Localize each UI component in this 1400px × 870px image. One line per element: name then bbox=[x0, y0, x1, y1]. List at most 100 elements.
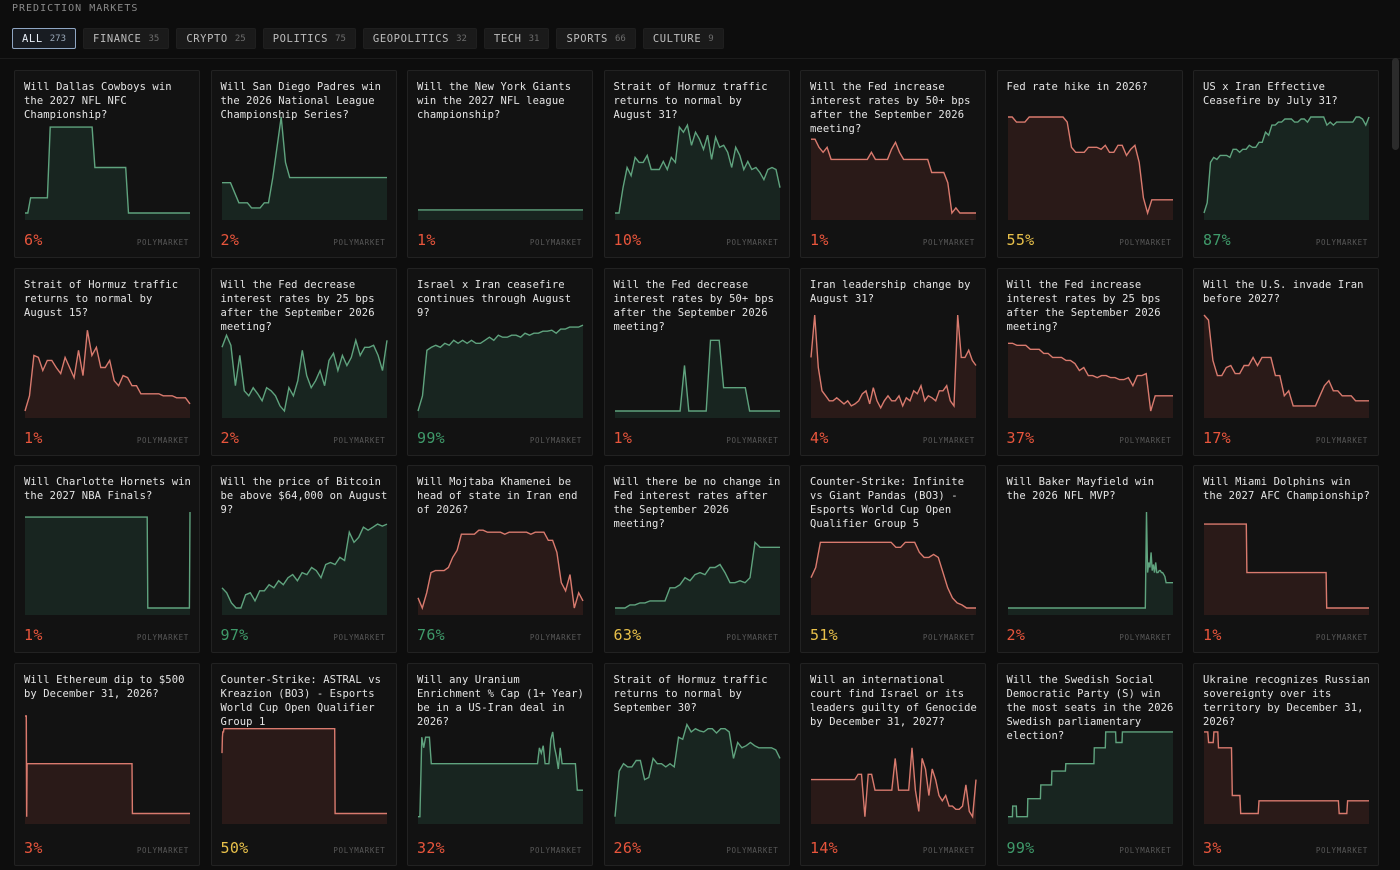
sparkline-area bbox=[811, 314, 976, 418]
market-source: POLYMARKET bbox=[1315, 238, 1368, 247]
sparkline-line bbox=[615, 542, 780, 608]
market-question: Will San Diego Padres win the 2026 Natio… bbox=[220, 81, 382, 121]
sparkline-area bbox=[1007, 512, 1173, 615]
price-sparkline bbox=[614, 313, 780, 418]
tab-count: 66 bbox=[614, 33, 626, 44]
market-probability: 1% bbox=[810, 231, 829, 249]
sparkline-area bbox=[614, 542, 780, 615]
tab-label: POLITICS bbox=[272, 32, 329, 45]
market-card[interactable]: Will the New York Giants win the 2027 NF… bbox=[407, 70, 593, 258]
sparkline-line bbox=[25, 716, 190, 817]
market-source: POLYMARKET bbox=[922, 435, 975, 445]
sparkline-area bbox=[1007, 117, 1173, 220]
sparkline-line bbox=[615, 125, 780, 213]
sparkline-line bbox=[811, 542, 976, 608]
market-probability: 3% bbox=[24, 838, 43, 857]
market-source: POLYMARKET bbox=[333, 633, 386, 642]
market-source: POLYMARKET bbox=[1315, 845, 1368, 855]
tab-count: 25 bbox=[234, 33, 246, 44]
market-card[interactable]: Will any Uranium Enrichment % Cap (1+ Ye… bbox=[407, 662, 593, 866]
market-card[interactable]: Will the Fed increase interest rates by … bbox=[800, 70, 986, 258]
market-card[interactable]: Will an international court find Israel … bbox=[800, 662, 986, 866]
market-card[interactable]: Will Dallas Cowboys win the 2027 NFL NFC… bbox=[14, 70, 200, 258]
market-card[interactable]: Will Miami Dolphins win the 2027 AFC Cha… bbox=[1193, 465, 1379, 653]
market-probability: 37% bbox=[1006, 428, 1035, 447]
market-question: Will the Fed increase interest rates by … bbox=[1006, 278, 1161, 333]
market-source: POLYMARKET bbox=[1119, 845, 1172, 855]
market-card[interactable]: Israel x Iran ceasefire continues throug… bbox=[407, 267, 593, 456]
market-card[interactable]: Will the Swedish Social Democratic Party… bbox=[996, 662, 1183, 866]
tab-count: 35 bbox=[148, 33, 160, 44]
price-sparkline bbox=[1007, 714, 1173, 824]
market-card[interactable]: Counter-Strike: ASTRAL vs Kreazion (BO3)… bbox=[210, 662, 397, 866]
tab-politics[interactable]: POLITICS 75 bbox=[262, 28, 356, 49]
sparkline-line bbox=[1204, 315, 1369, 406]
market-probability: 3% bbox=[1203, 838, 1222, 857]
sparkline-area bbox=[1007, 342, 1173, 418]
market-source: POLYMARKET bbox=[726, 238, 779, 247]
price-sparkline bbox=[811, 714, 976, 824]
market-card[interactable]: Will Charlotte Hornets win the 2027 NBA … bbox=[14, 465, 200, 653]
price-sparkline bbox=[222, 510, 387, 615]
market-card[interactable]: US x Iran Effective Ceasefire by July 31… bbox=[1193, 70, 1379, 258]
tab-finance[interactable]: FINANCE 35 bbox=[83, 28, 170, 49]
market-card[interactable]: Will Ethereum dip to $500 by December 31… bbox=[14, 662, 200, 866]
sparkline-line bbox=[1008, 731, 1173, 816]
sparkline-area bbox=[1204, 524, 1369, 615]
tab-crypto[interactable]: CRYPTO 25 bbox=[176, 28, 256, 49]
market-probability: 51% bbox=[810, 626, 838, 644]
market-card[interactable]: Counter-Strike: Infinite vs Giant Pandas… bbox=[800, 465, 986, 653]
market-probability: 2% bbox=[220, 231, 240, 249]
market-probability: 10% bbox=[613, 231, 642, 249]
sparkline-area bbox=[811, 747, 976, 824]
sparkline-area bbox=[418, 530, 583, 615]
market-card[interactable]: Will the Fed decrease interest rates by … bbox=[603, 267, 790, 456]
scrollbar[interactable] bbox=[1392, 58, 1399, 150]
market-source: POLYMARKET bbox=[922, 238, 975, 247]
market-card[interactable]: Will the U.S. invade Iran before 2027? 17… bbox=[1193, 267, 1379, 456]
sparkline-line bbox=[418, 731, 583, 816]
market-card[interactable]: Strait of Hormuz traffic returns to norm… bbox=[603, 662, 790, 866]
tab-culture[interactable]: CULTURE 9 bbox=[642, 28, 724, 49]
tab-tech[interactable]: TECH 31 bbox=[483, 28, 550, 49]
price-sparkline bbox=[25, 313, 190, 418]
market-card[interactable]: Will the Fed decrease interest rates by … bbox=[210, 267, 397, 456]
market-question: Iran leadership change by August 31? bbox=[810, 278, 971, 305]
market-card[interactable]: Will the Fed increase interest rates by … bbox=[996, 267, 1183, 456]
sparkline-area bbox=[614, 339, 780, 418]
market-card[interactable]: Strait of Hormuz traffic returns to norm… bbox=[603, 70, 790, 258]
market-question: Israel x Iran ceasefire continues throug… bbox=[417, 278, 572, 319]
market-card[interactable]: Will San Diego Padres win the 2026 Natio… bbox=[210, 70, 397, 258]
market-card[interactable]: Fed rate hike in 2026? 55% POLYMARKET bbox=[996, 70, 1183, 258]
market-probability: 26% bbox=[613, 838, 642, 857]
market-question: Strait of Hormuz traffic returns to norm… bbox=[613, 673, 768, 714]
market-question: Counter-Strike: Infinite vs Giant Pandas… bbox=[810, 476, 965, 530]
tab-geopolitics[interactable]: GEOPOLITICS 32 bbox=[362, 28, 477, 49]
market-probability: 63% bbox=[613, 626, 642, 644]
market-source: POLYMARKET bbox=[529, 238, 582, 247]
market-card[interactable]: Will the price of Bitcoin be above $64,0… bbox=[210, 465, 397, 653]
sparkline-line bbox=[418, 530, 583, 608]
market-card[interactable]: Strait of Hormuz traffic returns to norm… bbox=[14, 267, 200, 456]
category-tabs: ALL 273 FINANCE 35 CRYPTO 25 POLITICS 75 GEOPOLI… bbox=[12, 28, 724, 49]
market-probability: 4% bbox=[810, 428, 829, 447]
tab-sports[interactable]: SPORTS 66 bbox=[556, 28, 636, 49]
market-card[interactable]: Will there be no change in Fed interest … bbox=[603, 465, 790, 653]
market-source: POLYMARKET bbox=[922, 845, 975, 855]
market-question: US x Iran Effective Ceasefire by July 31… bbox=[1203, 81, 1338, 107]
market-card[interactable]: Will Mojtaba Khamenei be head of state i… bbox=[407, 465, 593, 653]
market-probability: 97% bbox=[220, 626, 249, 644]
market-source: POLYMARKET bbox=[1315, 633, 1368, 642]
sparkline-line bbox=[1204, 117, 1369, 213]
price-sparkline bbox=[1204, 510, 1369, 615]
header-divider bbox=[0, 58, 1400, 59]
sparkline-line bbox=[1204, 524, 1369, 608]
tab-all[interactable]: ALL 273 bbox=[12, 28, 77, 49]
sparkline-line bbox=[1204, 731, 1369, 813]
market-card[interactable]: Ukraine recognizes Russian sovereignty o… bbox=[1193, 662, 1379, 866]
market-card[interactable]: Will Baker Mayfield win the 2026 NFL MVP… bbox=[996, 465, 1183, 653]
sparkline-line bbox=[1008, 512, 1173, 608]
sparkline-area bbox=[25, 329, 190, 418]
market-card[interactable]: Iran leadership change by August 31? 4% PO… bbox=[800, 267, 986, 456]
sparkline-line bbox=[1008, 343, 1173, 411]
